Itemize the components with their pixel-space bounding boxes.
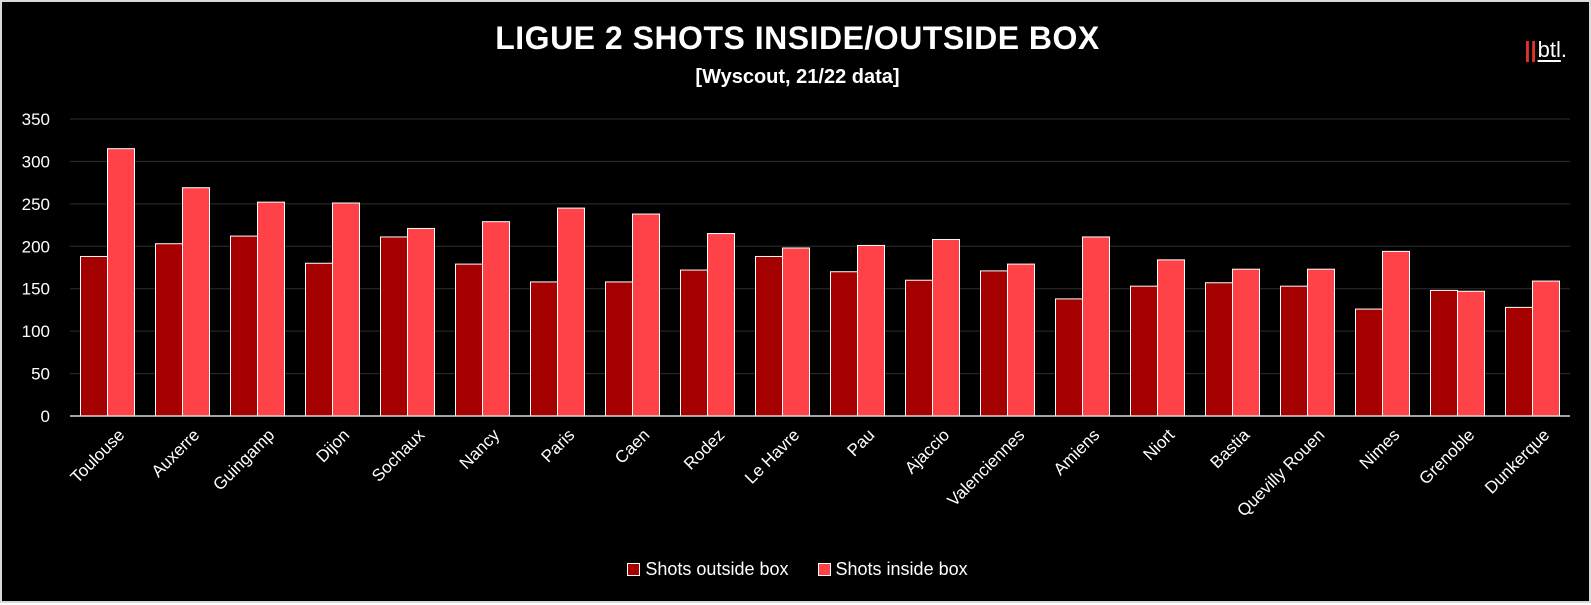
bar-outside-quevilly-rouen <box>1280 285 1308 417</box>
x-tick-label-rodez: Rodez <box>680 425 728 473</box>
y-tick-label-50: 50 <box>31 365 50 384</box>
bar-inside-amiens <box>1082 236 1110 417</box>
x-tick-label-pau: Pau <box>844 425 879 460</box>
x-tick-label-dijon: Dijon <box>312 425 353 466</box>
x-tick-label-le-havre: Le Havre <box>741 425 803 487</box>
chart-legend: Shots outside box Shots inside box <box>2 559 1591 581</box>
x-tick-label-grenoble: Grenoble <box>1415 425 1478 488</box>
bar-inside-rodez <box>707 233 735 417</box>
bar-outside-dijon <box>305 262 333 417</box>
bar-outside-ajaccio <box>905 279 933 417</box>
x-tick-label-sochaux: Sochaux <box>368 425 429 486</box>
chart-title: LIGUE 2 SHOTS INSIDE/OUTSIDE BOX <box>495 20 1100 56</box>
bar-outside-amiens <box>1055 298 1083 417</box>
bar-outside-rodez <box>680 269 708 417</box>
bar-inside-le-havre <box>782 247 810 417</box>
x-tick-label-valenciennes: Valenciennes <box>944 425 1029 510</box>
bar-inside-nancy <box>482 221 510 417</box>
legend-item-inside: Shots inside box <box>817 559 968 580</box>
btl-logo: ||btl. <box>1524 38 1567 62</box>
bar-outside-caen <box>605 281 633 417</box>
y-tick-label-300: 300 <box>22 152 50 171</box>
legend-item-outside: Shots outside box <box>627 559 789 580</box>
bar-inside-bastia <box>1232 268 1260 417</box>
y-tick-label-350: 350 <box>22 110 50 129</box>
y-tick-label-150: 150 <box>22 280 50 299</box>
logo-word: btl <box>1537 37 1561 62</box>
bar-outside-paris <box>530 281 558 417</box>
x-tick-label-ajaccio: Ajaccio <box>901 425 953 477</box>
chart-subtitle: [Wyscout, 21/22 data] <box>695 66 900 88</box>
y-tick-label-0: 0 <box>41 407 50 426</box>
legend-label-outside: Shots outside box <box>645 559 789 579</box>
bar-inside-grenoble <box>1457 290 1485 417</box>
bar-inside-caen <box>632 213 660 417</box>
x-tick-label-paris: Paris <box>538 425 579 466</box>
x-tick-label-caen: Caen <box>611 425 653 467</box>
logo-dot: . <box>1560 37 1567 62</box>
legend-swatch-outside <box>627 563 641 576</box>
x-tick-label-nimes: Nimes <box>1356 425 1403 472</box>
x-tick-label-toulouse: Toulouse <box>67 425 129 487</box>
bar-outside-niort <box>1130 285 1158 417</box>
y-tick-label-200: 200 <box>22 237 50 256</box>
bar-inside-quevilly-rouen <box>1307 268 1335 417</box>
bar-inside-niort <box>1157 259 1185 417</box>
bar-inside-toulouse <box>107 148 135 417</box>
legend-swatch-inside <box>817 563 831 576</box>
bar-outside-bastia <box>1205 282 1233 417</box>
legend-label-inside: Shots inside box <box>835 559 968 579</box>
bar-outside-grenoble <box>1430 289 1458 417</box>
bar-outside-nimes <box>1355 308 1383 417</box>
x-tick-label-auxerre: Auxerre <box>148 425 204 481</box>
bar-outside-valenciennes <box>980 270 1008 417</box>
bar-outside-guingamp <box>230 235 258 417</box>
x-tick-label-nancy: Nancy <box>456 425 504 473</box>
x-tick-label-niort: Niort <box>1140 425 1179 464</box>
x-tick-label-amiens: Amiens <box>1050 425 1104 479</box>
bar-outside-auxerre <box>155 243 183 417</box>
x-tick-label-guingamp: Guingamp <box>209 425 278 494</box>
x-tick-label-dunkerque: Dunkerque <box>1481 425 1553 497</box>
bar-outside-pau <box>830 271 858 417</box>
bar-inside-guingamp <box>257 201 285 417</box>
x-tick-label-bastia: Bastia <box>1206 425 1253 472</box>
bar-inside-ajaccio <box>932 238 960 417</box>
y-tick-label-100: 100 <box>22 322 50 341</box>
bar-inside-paris <box>557 207 585 417</box>
bar-outside-nancy <box>455 263 483 417</box>
bar-inside-auxerre <box>182 187 210 417</box>
bar-inside-dunkerque <box>1532 280 1560 417</box>
bar-outside-dunkerque <box>1505 306 1533 417</box>
y-tick-label-250: 250 <box>22 195 50 214</box>
logo-bars: || <box>1524 37 1537 62</box>
bar-inside-dijon <box>332 202 360 417</box>
bar-outside-le-havre <box>755 255 783 417</box>
bar-outside-toulouse <box>80 255 108 417</box>
bar-inside-sochaux <box>407 227 435 417</box>
bar-inside-pau <box>857 244 885 417</box>
bar-outside-sochaux <box>380 236 408 417</box>
bar-inside-nimes <box>1382 250 1410 417</box>
bar-inside-valenciennes <box>1007 263 1035 417</box>
